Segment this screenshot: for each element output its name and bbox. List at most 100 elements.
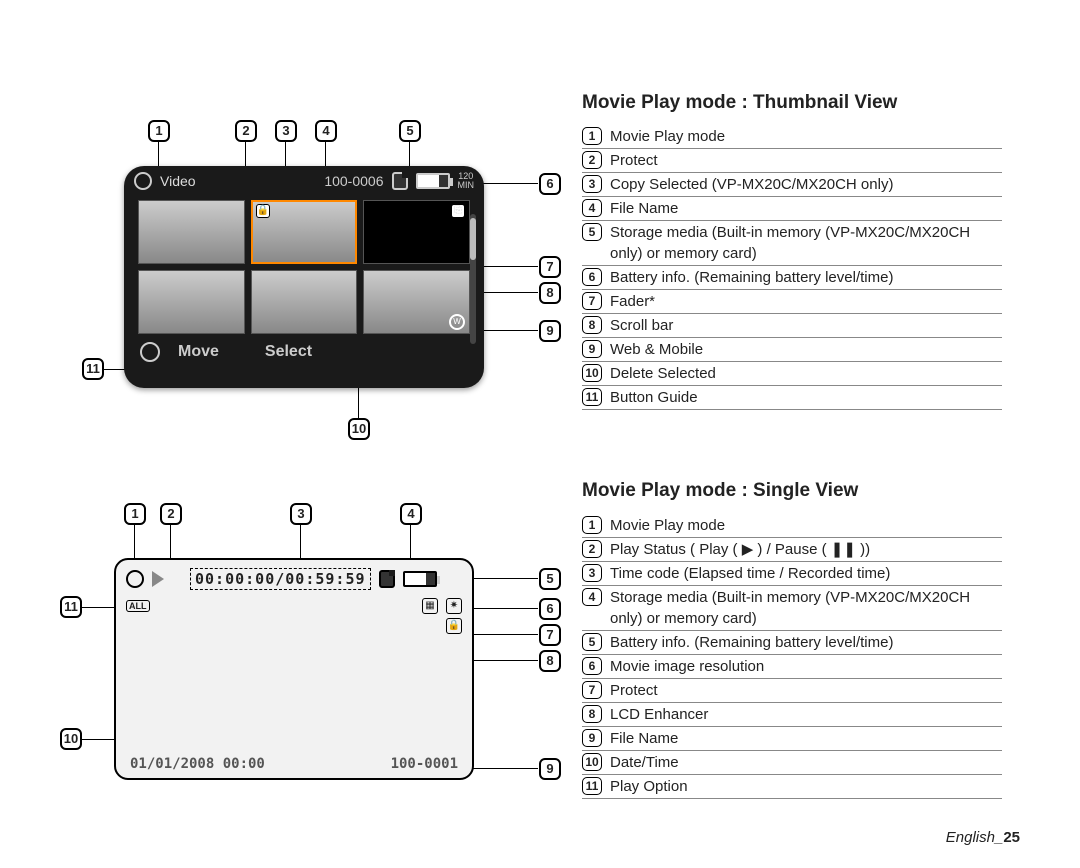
legend-row: 6 Movie image resolution [582, 655, 1002, 679]
legend-num: 1 [582, 127, 602, 145]
file-name: 100-0001 [391, 756, 458, 772]
legend-text: Date/Time [610, 752, 1002, 773]
thumb-5[interactable] [251, 270, 358, 334]
legend-text: Protect [610, 150, 1002, 171]
legend-num: 3 [582, 175, 602, 193]
legend-num: 10 [582, 364, 602, 382]
legend-text: Play Option [610, 776, 1002, 797]
button-guide: Move Select [124, 338, 484, 370]
callout-s1-4: 4 [315, 120, 337, 142]
legend-text: Movie Play mode [610, 126, 1002, 147]
callout-s1-6: 6 [539, 173, 561, 195]
callout-s2-2: 2 [160, 503, 182, 525]
legend-row: 10Delete Selected [582, 362, 1002, 386]
move-label: Move [178, 343, 219, 361]
callout-s2-11: 11 [60, 596, 82, 618]
legend-row: 3Time code (Elapsed time / Recorded time… [582, 562, 1002, 586]
resolution-icon: ▦ [422, 598, 438, 614]
lcd-enhancer-icon: ✷ [446, 598, 462, 614]
thumb-2[interactable]: 🔒 [251, 200, 358, 264]
footer-lang: English [946, 829, 995, 846]
callout-s2-5: 5 [539, 568, 561, 590]
callout-s2-3: 3 [290, 503, 312, 525]
legend-section2: 1Movie Play mode2Play Status ( Play ( ▶ … [582, 514, 1002, 799]
legend-num: 3 [582, 564, 602, 582]
legend-num: 7 [582, 292, 602, 310]
callout-s2-7: 7 [539, 624, 561, 646]
legend-text: Web & Mobile [610, 339, 1002, 360]
legend-text: Play Status ( Play ( ▶ ) / Pause ( ❚❚ )) [610, 539, 1002, 560]
legend-row: 11 Play Option [582, 775, 1002, 799]
legend-row: 11Button Guide [582, 386, 1002, 410]
callout-s1-1: 1 [148, 120, 170, 142]
legend-num: 4 [582, 588, 602, 606]
file-name: 100-0006 [324, 173, 383, 189]
movie-mode-icon [126, 570, 144, 588]
lcd-thumbnail-view: Video 100-0006 120 MIN 🔒 ⎘ W Move S [124, 166, 484, 388]
legend-text: LCD Enhancer [610, 704, 1002, 725]
movie-mode-icon [134, 172, 152, 190]
callout-s1-5: 5 [399, 120, 421, 142]
scroll-thumb[interactable] [470, 218, 476, 260]
thumb-3[interactable]: ⎘ [363, 200, 470, 264]
legend-num: 8 [582, 705, 602, 723]
select-label: Select [265, 343, 312, 361]
thumb-1[interactable] [138, 200, 245, 264]
legend-num: 11 [582, 777, 602, 795]
timecode: 00:00:00/00:59:59 [190, 568, 371, 590]
callout-s2-8: 8 [539, 650, 561, 672]
legend-text: Storage media (Built-in memory (VP-MX20C… [610, 222, 1002, 264]
section1-title: Movie Play mode : Thumbnail View [582, 92, 897, 114]
copy-icon: ⎘ [451, 204, 465, 218]
legend-row: 6Battery info. (Remaining battery level/… [582, 266, 1002, 290]
dpad-icon [140, 342, 160, 362]
callout-s1-2: 2 [235, 120, 257, 142]
legend-num: 2 [582, 540, 602, 558]
legend-text: Storage media (Built-in memory (VP-MX20C… [610, 587, 1002, 629]
datetime: 01/01/2008 00:00 [130, 756, 265, 772]
thumb-6[interactable]: W [363, 270, 470, 334]
legend-row: 9File Name [582, 727, 1002, 751]
legend-row: 5 Battery info. (Remaining battery level/… [582, 631, 1002, 655]
section2-title: Movie Play mode : Single View [582, 480, 858, 502]
legend-num: 7 [582, 681, 602, 699]
callout-s1-3: 3 [275, 120, 297, 142]
legend-text: Copy Selected (VP-MX20C/MX20CH only) [610, 174, 1002, 195]
legend-num: 4 [582, 199, 602, 217]
legend-num: 9 [582, 340, 602, 358]
legend-row: 8Scroll bar [582, 314, 1002, 338]
legend-text: Battery info. (Remaining battery level/t… [610, 267, 1002, 288]
legend-row: 4 Storage media (Built-in memory (VP-MX20… [582, 586, 1002, 631]
legend-num: 10 [582, 753, 602, 771]
battery-mins-unit: MIN [458, 181, 475, 190]
legend-num: 5 [582, 633, 602, 651]
legend-row: 2 Play Status ( Play ( ▶ ) / Pause ( ❚❚ )… [582, 538, 1002, 562]
thumbnail-grid: 🔒 ⎘ W [124, 196, 484, 338]
scroll-track[interactable] [470, 214, 476, 344]
callout-s2-4: 4 [400, 503, 422, 525]
legend-text: Protect [610, 680, 1002, 701]
legend-text: Battery info. (Remaining battery level/t… [610, 632, 1002, 653]
storage-icon [379, 570, 395, 588]
legend-row: 8 LCD Enhancer [582, 703, 1002, 727]
legend-num: 6 [582, 657, 602, 675]
callout-s2-1: 1 [124, 503, 146, 525]
protect-icon: 🔒 [256, 204, 270, 218]
web-mobile-icon: W [449, 314, 465, 330]
callout-s1-7: 7 [539, 256, 561, 278]
legend-row: 3 Copy Selected (VP-MX20C/MX20CH only) [582, 173, 1002, 197]
callout-s2-6: 6 [539, 598, 561, 620]
legend-text: Movie image resolution [610, 656, 1002, 677]
legend-num: 9 [582, 729, 602, 747]
lcd-single-view: 00:00:00/00:59:59 ALL ▦ ✷ 🔒 01/01/2008 0… [114, 558, 474, 780]
callout-s1-9: 9 [539, 320, 561, 342]
mode-label: Video [160, 173, 196, 189]
legend-num: 11 [582, 388, 602, 406]
play-status-icon [152, 571, 164, 587]
legend-row: 10 Date/Time [582, 751, 1002, 775]
legend-section1: 1Movie Play mode2Protect3Copy Selected (… [582, 125, 1002, 410]
legend-num: 1 [582, 516, 602, 534]
thumb-4[interactable] [138, 270, 245, 334]
callout-s1-10: 10 [348, 418, 370, 440]
legend-row: 9 Web & Mobile [582, 338, 1002, 362]
